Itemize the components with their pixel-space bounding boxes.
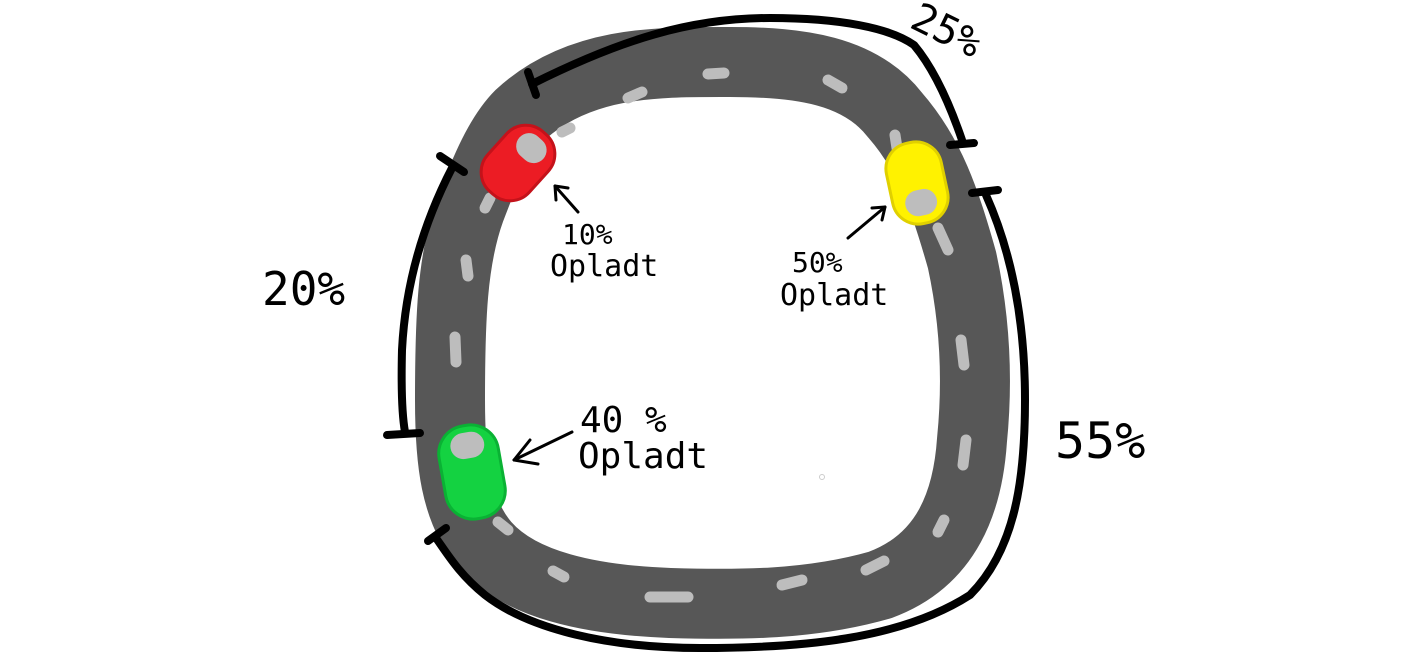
yellow-car-status: Opladt — [780, 278, 888, 313]
segment-bracket-left — [383, 152, 468, 439]
segment-bracket-top-right — [524, 14, 978, 149]
arrow-green-car — [512, 430, 574, 466]
car-green — [437, 423, 507, 521]
red-car-percent: 10% — [562, 218, 613, 251]
annotation-green-car: 40 % Opladt — [578, 400, 708, 477]
road-surface — [415, 26, 1010, 639]
segment-label-right-bottom: 55% — [1055, 412, 1145, 470]
annotation-yellow-car: 50% Opladt — [780, 246, 888, 313]
segment-label-left: 20% — [262, 262, 345, 316]
segment-label-top-right: 25% — [904, 0, 989, 67]
arrow-yellow-car — [846, 205, 887, 240]
car-red — [479, 123, 557, 203]
segment-bracket-right-bottom — [424, 186, 1029, 652]
green-car-percent: 40 % — [580, 400, 667, 441]
car-yellow — [884, 140, 950, 226]
road — [415, 26, 1010, 639]
annotation-red-car: 10% Opladt — [550, 218, 658, 284]
yellow-car-percent: 50% — [792, 246, 843, 279]
arrow-red-car — [553, 184, 580, 214]
red-car-status: Opladt — [550, 249, 658, 284]
green-car-status: Opladt — [578, 436, 708, 477]
stray-dot — [819, 474, 825, 480]
lane-markings — [449, 67, 972, 603]
